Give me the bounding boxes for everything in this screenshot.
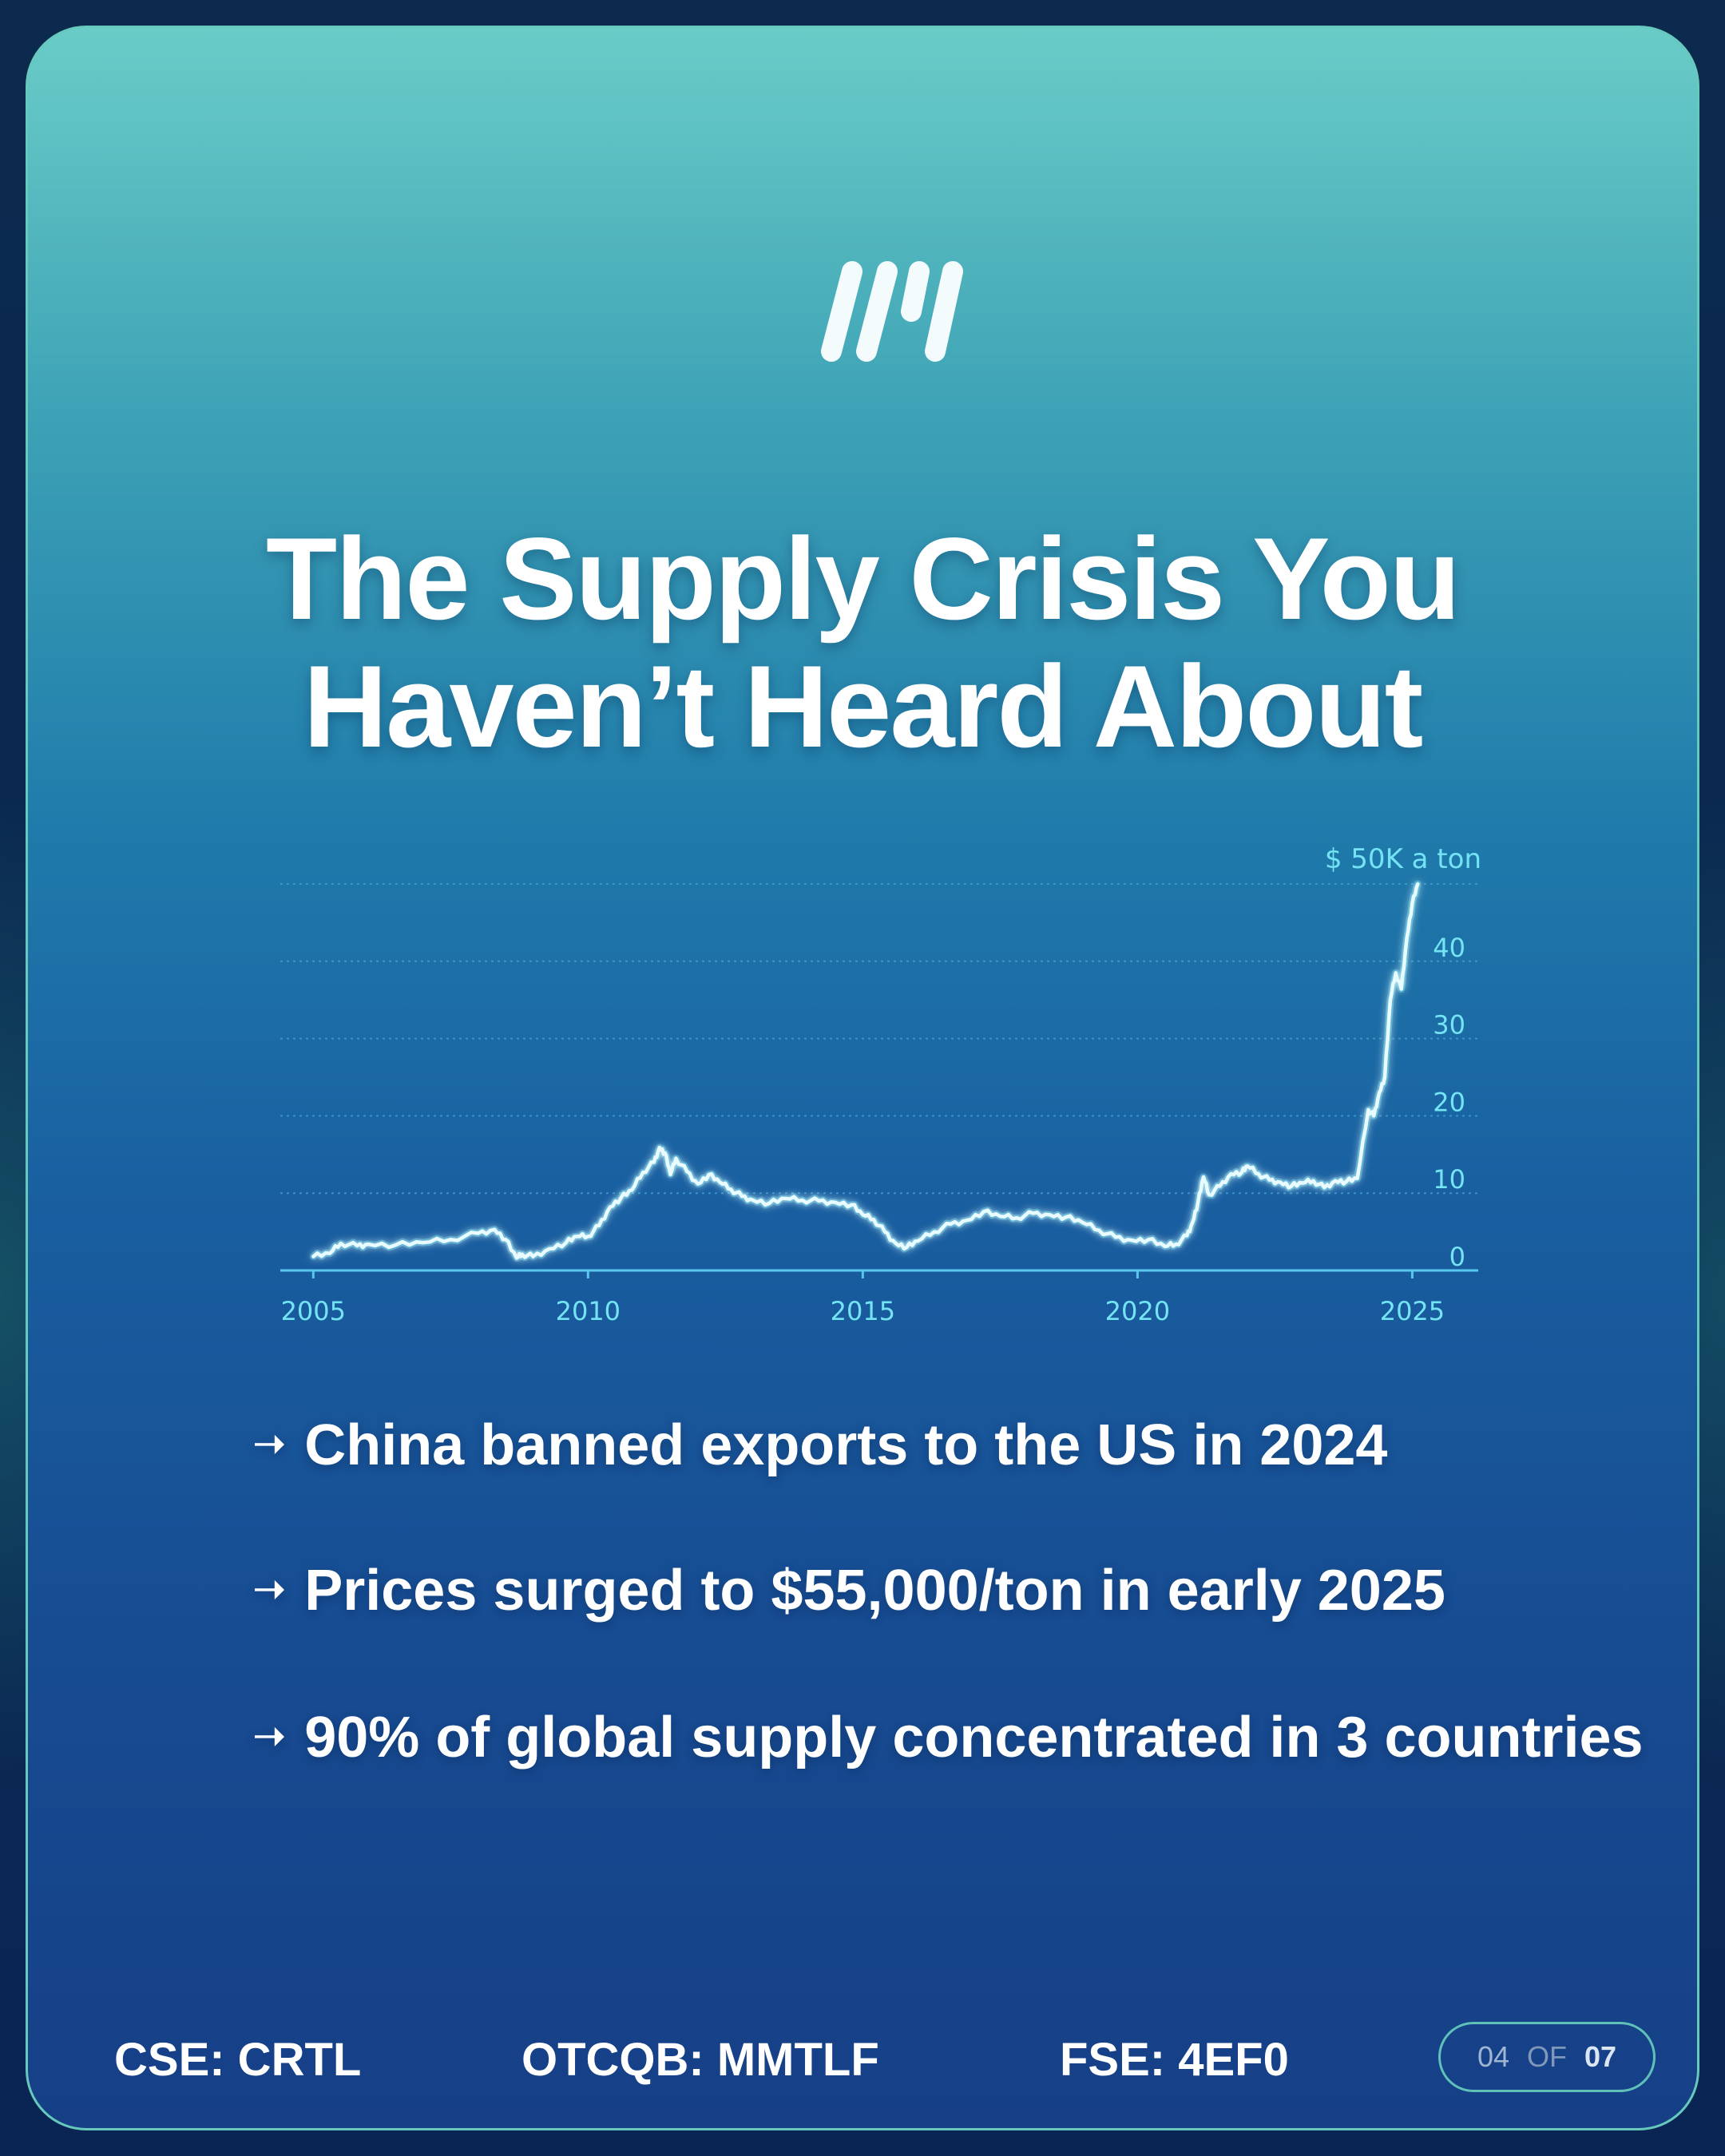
company-logo-icon bbox=[821, 261, 963, 362]
page-of: OF bbox=[1527, 2040, 1567, 2073]
x-tick-label: 2025 bbox=[1380, 1296, 1445, 1326]
title-line-1: The Supply Crisis You bbox=[266, 513, 1461, 644]
y-tick-label: 20 bbox=[1433, 1087, 1465, 1117]
ticker-otcqb: OTCQB: MMTLF bbox=[521, 2034, 879, 2086]
ticker-fse: FSE: 4EF0 bbox=[1060, 2034, 1289, 2086]
x-tick-label: 2020 bbox=[1105, 1296, 1170, 1326]
slide-card: The Supply Crisis You Haven’t Heard Abou… bbox=[26, 26, 1699, 2130]
page-indicator: 04 OF 07 bbox=[1438, 2022, 1656, 2092]
arrow-right-icon: ➝ bbox=[253, 1714, 286, 1758]
ticker-cse: CSE: CRTL bbox=[114, 2034, 362, 2086]
y-tick-label: 10 bbox=[1433, 1164, 1465, 1195]
x-tick-label: 2015 bbox=[831, 1296, 895, 1326]
y-tick-label: 0 bbox=[1449, 1242, 1465, 1272]
arrow-right-icon: ➝ bbox=[253, 1567, 286, 1611]
title-line-2: Haven’t Heard About bbox=[303, 641, 1424, 771]
bullet-item-3: ➝ 90% of global supply concentrated in 3 … bbox=[253, 1702, 1644, 1778]
series-glow bbox=[309, 880, 1422, 1262]
page-title: The Supply Crisis You Haven’t Heard Abou… bbox=[28, 515, 1697, 771]
bullet-text: China banned exports to the US in 2024 bbox=[304, 1413, 1388, 1477]
bullet-text: Prices surged to $55,000/ton in early 20… bbox=[304, 1559, 1445, 1623]
bullet-item-1: ➝ China banned exports to the US in 2024 bbox=[253, 1409, 1387, 1485]
y-tick-label: 40 bbox=[1433, 933, 1465, 963]
arrow-right-icon: ➝ bbox=[253, 1422, 286, 1465]
y-unit-label: $ 50K a ton bbox=[1325, 843, 1481, 875]
y-tick-label: 30 bbox=[1433, 1010, 1465, 1040]
page-current: 04 bbox=[1477, 2040, 1509, 2073]
bullet-item-2: ➝ Prices surged to $55,000/ton in early 2… bbox=[253, 1555, 1445, 1631]
x-tick-label: 2010 bbox=[556, 1296, 621, 1326]
series-line bbox=[311, 882, 1420, 1260]
page-total: 07 bbox=[1584, 2040, 1617, 2073]
bullet-text: 90% of global supply concentrated in 3 c… bbox=[304, 1706, 1644, 1770]
x-tick-label: 2005 bbox=[281, 1296, 346, 1326]
footer: CSE: CRTL OTCQB: MMTLF FSE: 4EF0 04 OF 07 bbox=[28, 2022, 1697, 2096]
